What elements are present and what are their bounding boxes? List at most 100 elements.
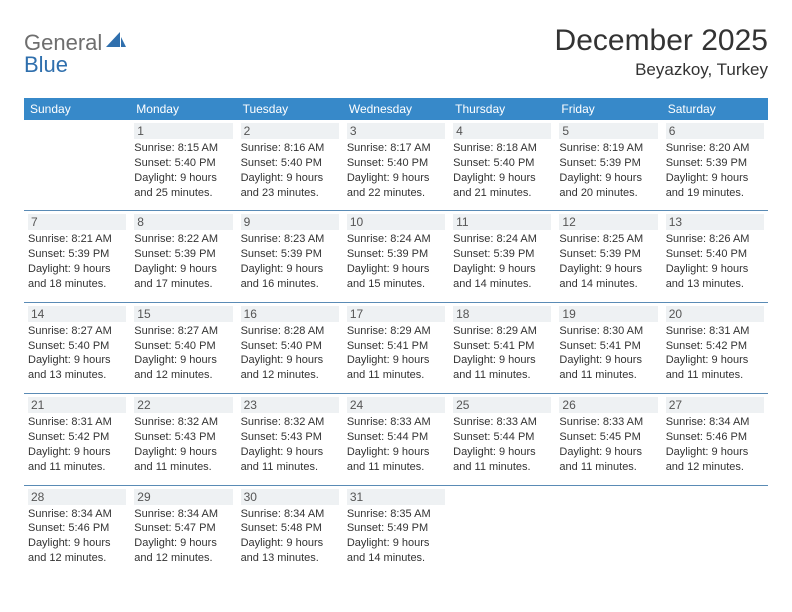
sunset-text: Sunset: 5:42 PM	[28, 430, 126, 445]
calendar-day-cell: 28Sunrise: 8:34 AMSunset: 5:46 PMDayligh…	[24, 485, 130, 576]
day-info: Sunrise: 8:32 AMSunset: 5:43 PMDaylight:…	[134, 415, 232, 474]
sunset-text: Sunset: 5:44 PM	[347, 430, 445, 445]
calendar-day-cell: 5Sunrise: 8:19 AMSunset: 5:39 PMDaylight…	[555, 120, 661, 211]
sunset-text: Sunset: 5:40 PM	[347, 156, 445, 171]
calendar-day-cell: 18Sunrise: 8:29 AMSunset: 5:41 PMDayligh…	[449, 302, 555, 393]
sunrise-text: Sunrise: 8:16 AM	[241, 141, 339, 156]
sunrise-text: Sunrise: 8:23 AM	[241, 232, 339, 247]
day-number: 17	[347, 306, 445, 322]
weekday-header: Saturday	[662, 98, 768, 120]
sunrise-text: Sunrise: 8:29 AM	[347, 324, 445, 339]
daylight-text: Daylight: 9 hours and 11 minutes.	[666, 353, 764, 383]
calendar-day-cell: 9Sunrise: 8:23 AMSunset: 5:39 PMDaylight…	[237, 211, 343, 302]
day-info: Sunrise: 8:17 AMSunset: 5:40 PMDaylight:…	[347, 141, 445, 200]
sunrise-text: Sunrise: 8:21 AM	[28, 232, 126, 247]
day-number: 11	[453, 214, 551, 230]
calendar-day-cell: 23Sunrise: 8:32 AMSunset: 5:43 PMDayligh…	[237, 394, 343, 485]
sunset-text: Sunset: 5:41 PM	[453, 339, 551, 354]
daylight-text: Daylight: 9 hours and 25 minutes.	[134, 171, 232, 201]
sunrise-text: Sunrise: 8:27 AM	[28, 324, 126, 339]
sunset-text: Sunset: 5:39 PM	[241, 247, 339, 262]
day-info: Sunrise: 8:29 AMSunset: 5:41 PMDaylight:…	[453, 324, 551, 383]
daylight-text: Daylight: 9 hours and 11 minutes.	[453, 353, 551, 383]
daylight-text: Daylight: 9 hours and 12 minutes.	[666, 445, 764, 475]
calendar-empty-cell	[449, 485, 555, 576]
sunrise-text: Sunrise: 8:34 AM	[28, 507, 126, 522]
day-info: Sunrise: 8:33 AMSunset: 5:44 PMDaylight:…	[347, 415, 445, 474]
calendar-day-cell: 25Sunrise: 8:33 AMSunset: 5:44 PMDayligh…	[449, 394, 555, 485]
day-number: 2	[241, 123, 339, 139]
day-info: Sunrise: 8:28 AMSunset: 5:40 PMDaylight:…	[241, 324, 339, 383]
calendar-day-cell: 30Sunrise: 8:34 AMSunset: 5:48 PMDayligh…	[237, 485, 343, 576]
sunrise-text: Sunrise: 8:34 AM	[241, 507, 339, 522]
calendar-empty-cell	[24, 120, 130, 211]
day-info: Sunrise: 8:24 AMSunset: 5:39 PMDaylight:…	[347, 232, 445, 291]
sunset-text: Sunset: 5:43 PM	[134, 430, 232, 445]
sunset-text: Sunset: 5:46 PM	[28, 521, 126, 536]
day-info: Sunrise: 8:18 AMSunset: 5:40 PMDaylight:…	[453, 141, 551, 200]
day-info: Sunrise: 8:34 AMSunset: 5:46 PMDaylight:…	[666, 415, 764, 474]
sunrise-text: Sunrise: 8:35 AM	[347, 507, 445, 522]
calendar-day-cell: 15Sunrise: 8:27 AMSunset: 5:40 PMDayligh…	[130, 302, 236, 393]
location-label: Beyazkoy, Turkey	[555, 60, 768, 80]
day-number: 25	[453, 397, 551, 413]
daylight-text: Daylight: 9 hours and 11 minutes.	[134, 445, 232, 475]
calendar-day-cell: 10Sunrise: 8:24 AMSunset: 5:39 PMDayligh…	[343, 211, 449, 302]
day-number: 23	[241, 397, 339, 413]
calendar-day-cell: 31Sunrise: 8:35 AMSunset: 5:49 PMDayligh…	[343, 485, 449, 576]
sunrise-text: Sunrise: 8:20 AM	[666, 141, 764, 156]
sunset-text: Sunset: 5:40 PM	[241, 156, 339, 171]
calendar-day-cell: 20Sunrise: 8:31 AMSunset: 5:42 PMDayligh…	[662, 302, 768, 393]
sunset-text: Sunset: 5:40 PM	[453, 156, 551, 171]
sunrise-text: Sunrise: 8:26 AM	[666, 232, 764, 247]
day-info: Sunrise: 8:22 AMSunset: 5:39 PMDaylight:…	[134, 232, 232, 291]
sunrise-text: Sunrise: 8:33 AM	[453, 415, 551, 430]
day-number: 21	[28, 397, 126, 413]
calendar-empty-cell	[555, 485, 661, 576]
sunrise-text: Sunrise: 8:18 AM	[453, 141, 551, 156]
calendar-week-row: 7Sunrise: 8:21 AMSunset: 5:39 PMDaylight…	[24, 211, 768, 302]
day-number: 13	[666, 214, 764, 230]
header: General December 2025 Beyazkoy, Turkey	[24, 24, 768, 80]
day-number: 27	[666, 397, 764, 413]
daylight-text: Daylight: 9 hours and 13 minutes.	[28, 353, 126, 383]
calendar-day-cell: 14Sunrise: 8:27 AMSunset: 5:40 PMDayligh…	[24, 302, 130, 393]
sunrise-text: Sunrise: 8:29 AM	[453, 324, 551, 339]
day-number: 4	[453, 123, 551, 139]
sunset-text: Sunset: 5:39 PM	[347, 247, 445, 262]
sunrise-text: Sunrise: 8:15 AM	[134, 141, 232, 156]
sunset-text: Sunset: 5:39 PM	[134, 247, 232, 262]
sunrise-text: Sunrise: 8:19 AM	[559, 141, 657, 156]
weekday-header: Thursday	[449, 98, 555, 120]
calendar-day-cell: 13 Sunrise: 8:26 AMSunset: 5:40 PMDayligh…	[662, 211, 768, 302]
weekday-header: Monday	[130, 98, 236, 120]
sunset-text: Sunset: 5:40 PM	[134, 156, 232, 171]
calendar-day-cell: 19Sunrise: 8:30 AMSunset: 5:41 PMDayligh…	[555, 302, 661, 393]
daylight-text: Daylight: 9 hours and 19 minutes.	[666, 171, 764, 201]
calendar-day-cell: 7Sunrise: 8:21 AMSunset: 5:39 PMDaylight…	[24, 211, 130, 302]
day-info: Sunrise: 8:26 AMSunset: 5:40 PMDaylight:…	[666, 232, 764, 291]
daylight-text: Daylight: 9 hours and 13 minutes.	[666, 262, 764, 292]
calendar-week-row: 14Sunrise: 8:27 AMSunset: 5:40 PMDayligh…	[24, 302, 768, 393]
sunset-text: Sunset: 5:39 PM	[559, 156, 657, 171]
daylight-text: Daylight: 9 hours and 14 minutes.	[559, 262, 657, 292]
calendar-day-cell: 12Sunrise: 8:25 AMSunset: 5:39 PMDayligh…	[555, 211, 661, 302]
daylight-text: Daylight: 9 hours and 17 minutes.	[134, 262, 232, 292]
calendar-day-cell: 21Sunrise: 8:31 AMSunset: 5:42 PMDayligh…	[24, 394, 130, 485]
sunrise-text: Sunrise: 8:25 AM	[559, 232, 657, 247]
day-info: Sunrise: 8:30 AMSunset: 5:41 PMDaylight:…	[559, 324, 657, 383]
day-number: 8	[134, 214, 232, 230]
sunrise-text: Sunrise: 8:30 AM	[559, 324, 657, 339]
day-number: 12	[559, 214, 657, 230]
page-title: December 2025	[555, 24, 768, 58]
sunrise-text: Sunrise: 8:32 AM	[134, 415, 232, 430]
calendar-day-cell: 16Sunrise: 8:28 AMSunset: 5:40 PMDayligh…	[237, 302, 343, 393]
weekday-header: Tuesday	[237, 98, 343, 120]
calendar-day-cell: 29Sunrise: 8:34 AMSunset: 5:47 PMDayligh…	[130, 485, 236, 576]
sunset-text: Sunset: 5:43 PM	[241, 430, 339, 445]
daylight-text: Daylight: 9 hours and 22 minutes.	[347, 171, 445, 201]
calendar-day-cell: 27 Sunrise: 8:34 AMSunset: 5:46 PMDayligh…	[662, 394, 768, 485]
daylight-text: Daylight: 9 hours and 11 minutes.	[559, 445, 657, 475]
sunrise-text: Sunrise: 8:32 AM	[241, 415, 339, 430]
sunset-text: Sunset: 5:39 PM	[666, 156, 764, 171]
